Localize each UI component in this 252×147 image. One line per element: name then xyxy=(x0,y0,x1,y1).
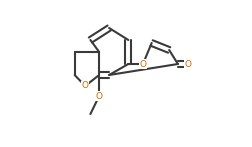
Text: O: O xyxy=(185,60,192,69)
Text: O: O xyxy=(82,81,89,91)
Text: O: O xyxy=(96,91,103,101)
Text: O: O xyxy=(139,60,146,69)
